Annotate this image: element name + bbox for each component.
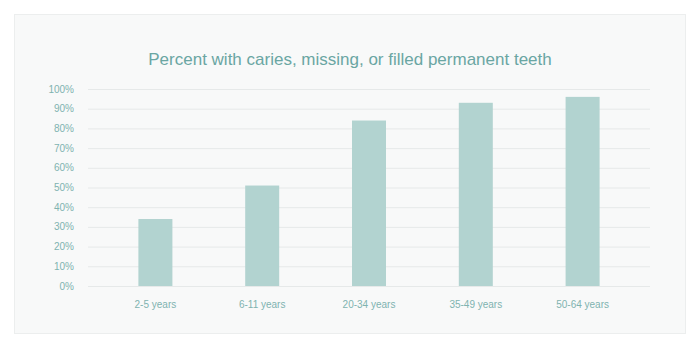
y-tick-label: 30% xyxy=(54,221,74,232)
grid-line xyxy=(88,286,650,287)
x-tick-label: 20-34 years xyxy=(343,299,396,310)
bar xyxy=(459,103,493,286)
y-tick-label: 90% xyxy=(54,103,74,114)
grid-line xyxy=(88,89,650,90)
grid xyxy=(88,90,650,287)
y-tick-label: 60% xyxy=(54,162,74,173)
y-tick-label: 80% xyxy=(54,123,74,134)
x-tick-label: 2-5 years xyxy=(135,299,177,310)
y-tick-label: 40% xyxy=(54,202,74,213)
bar xyxy=(566,97,600,286)
y-tick-label: 100% xyxy=(48,84,74,95)
bar xyxy=(245,186,279,286)
bars xyxy=(138,97,599,286)
bar xyxy=(352,121,386,286)
y-tick-label: 50% xyxy=(54,182,74,193)
x-tick-label: 50-64 years xyxy=(556,299,609,310)
bar xyxy=(138,219,172,286)
chart-svg: Percent with caries, missing, or filled … xyxy=(0,0,700,348)
chart-container: Percent with caries, missing, or filled … xyxy=(0,0,700,348)
card xyxy=(15,15,686,334)
x-tick-label: 35-49 years xyxy=(449,299,502,310)
y-tick-label: 70% xyxy=(54,143,74,154)
y-tick-label: 20% xyxy=(54,241,74,252)
title: Percent with caries, missing, or filled … xyxy=(148,50,551,69)
x-tick-label: 6-11 years xyxy=(239,299,286,310)
y-tick-label: 0% xyxy=(60,281,75,292)
y-tick-label: 10% xyxy=(54,261,74,272)
